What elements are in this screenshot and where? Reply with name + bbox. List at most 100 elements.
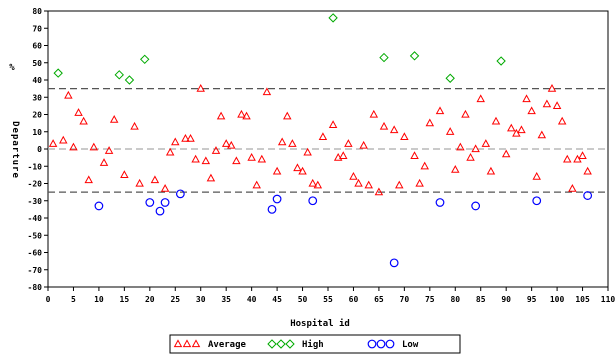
x-tick-label: 85 [476, 295, 486, 304]
average-point [130, 121, 139, 130]
average-point [349, 171, 358, 180]
average-point [415, 178, 424, 187]
legend-average-symbol [182, 339, 192, 348]
average-point [99, 158, 109, 166]
y-tick-label: 10 [32, 128, 42, 137]
average-point [461, 109, 470, 118]
high-point [496, 56, 506, 66]
x-tick-label: 30 [196, 295, 206, 304]
average-point [196, 83, 205, 92]
average-point [339, 151, 348, 159]
average-point [221, 139, 231, 147]
y-tick-label: -30 [28, 197, 43, 206]
average-point [583, 166, 592, 175]
average-point [537, 130, 547, 139]
y-tick-label: -50 [28, 231, 43, 240]
y-tick-label: 20 [32, 111, 42, 120]
y-tick-label: -80 [28, 283, 43, 292]
average-point [84, 175, 93, 184]
y-tick-label: -10 [28, 162, 43, 171]
average-point [466, 152, 475, 161]
x-tick-label: 10 [94, 295, 104, 304]
x-tick-label: 45 [272, 295, 282, 304]
reference-lines [48, 87, 608, 193]
average-point [247, 152, 256, 161]
average-point [568, 184, 577, 192]
x-tick-label: 100 [550, 295, 565, 304]
legend-high-symbol [285, 339, 295, 349]
average-point [120, 170, 129, 178]
y-tick-label: -60 [28, 249, 43, 258]
average-point [89, 142, 99, 151]
average-point [374, 187, 384, 196]
low-point [308, 196, 318, 206]
average-point [283, 111, 292, 120]
low-point [155, 206, 165, 216]
high-point [328, 13, 338, 23]
average-point [389, 125, 399, 134]
average-point [563, 154, 572, 163]
average-point [471, 144, 480, 153]
average-point [303, 147, 312, 156]
y-axis-ticks: 80 70 60 50 40 30 20 10 0 -10 -20 -30 -40 -50 -60 -70 -8… [28, 7, 48, 292]
average-point [191, 154, 200, 163]
average-point [272, 166, 282, 175]
legend-high-label: High [302, 339, 324, 350]
legend-low-label: Low [402, 340, 419, 350]
legend-high-symbol [276, 339, 286, 349]
low-point [435, 198, 445, 207]
average-point [481, 139, 491, 147]
average-point [501, 149, 511, 158]
average-point [308, 178, 317, 187]
average-point [74, 108, 83, 116]
x-tick-label: 20 [145, 295, 155, 304]
average-point [557, 116, 567, 125]
high-point [379, 52, 389, 63]
low-point [471, 201, 481, 211]
low-point [389, 258, 399, 268]
average-point [288, 139, 297, 147]
low-point [267, 204, 277, 214]
average-point [527, 106, 536, 115]
average-point [344, 139, 353, 147]
average-point [486, 166, 496, 175]
average-point [445, 127, 455, 135]
average-point [277, 137, 287, 146]
average-point [318, 132, 328, 141]
legend-average-symbol [191, 339, 201, 348]
x-tick-label: 65 [374, 295, 384, 304]
average-point [328, 120, 338, 128]
high-point [53, 68, 63, 78]
high-point [409, 51, 420, 61]
low-point [175, 189, 185, 199]
y-tick-label: 80 [32, 7, 42, 16]
x-tick-label: 60 [349, 295, 359, 304]
average-point [135, 178, 144, 187]
high-point [114, 70, 124, 80]
x-tick-label: 5 [71, 295, 76, 304]
x-axis-title: Hospital id [290, 318, 350, 329]
legend-low-symbol [376, 339, 386, 349]
y-tick-label: -70 [28, 266, 43, 275]
average-point [313, 180, 323, 189]
y-tick-label: 40 [32, 76, 42, 85]
average-point [379, 121, 389, 130]
legend-high-symbol [267, 339, 277, 349]
average-point [420, 161, 429, 170]
average-point [298, 166, 307, 175]
y-axis-unit-label: % [9, 63, 15, 73]
high-point [140, 54, 150, 65]
average-point [206, 173, 216, 182]
average-point [186, 134, 195, 142]
average-point [181, 134, 190, 142]
average-point [64, 90, 73, 99]
legend: Average High Low [169, 334, 461, 354]
average-point [364, 180, 373, 189]
high-point [445, 73, 455, 83]
legend-box [169, 334, 461, 354]
y-axis-title: Departure [10, 121, 20, 179]
average-point [435, 106, 445, 115]
average-point [395, 180, 404, 189]
y-tick-label: -40 [28, 214, 43, 223]
